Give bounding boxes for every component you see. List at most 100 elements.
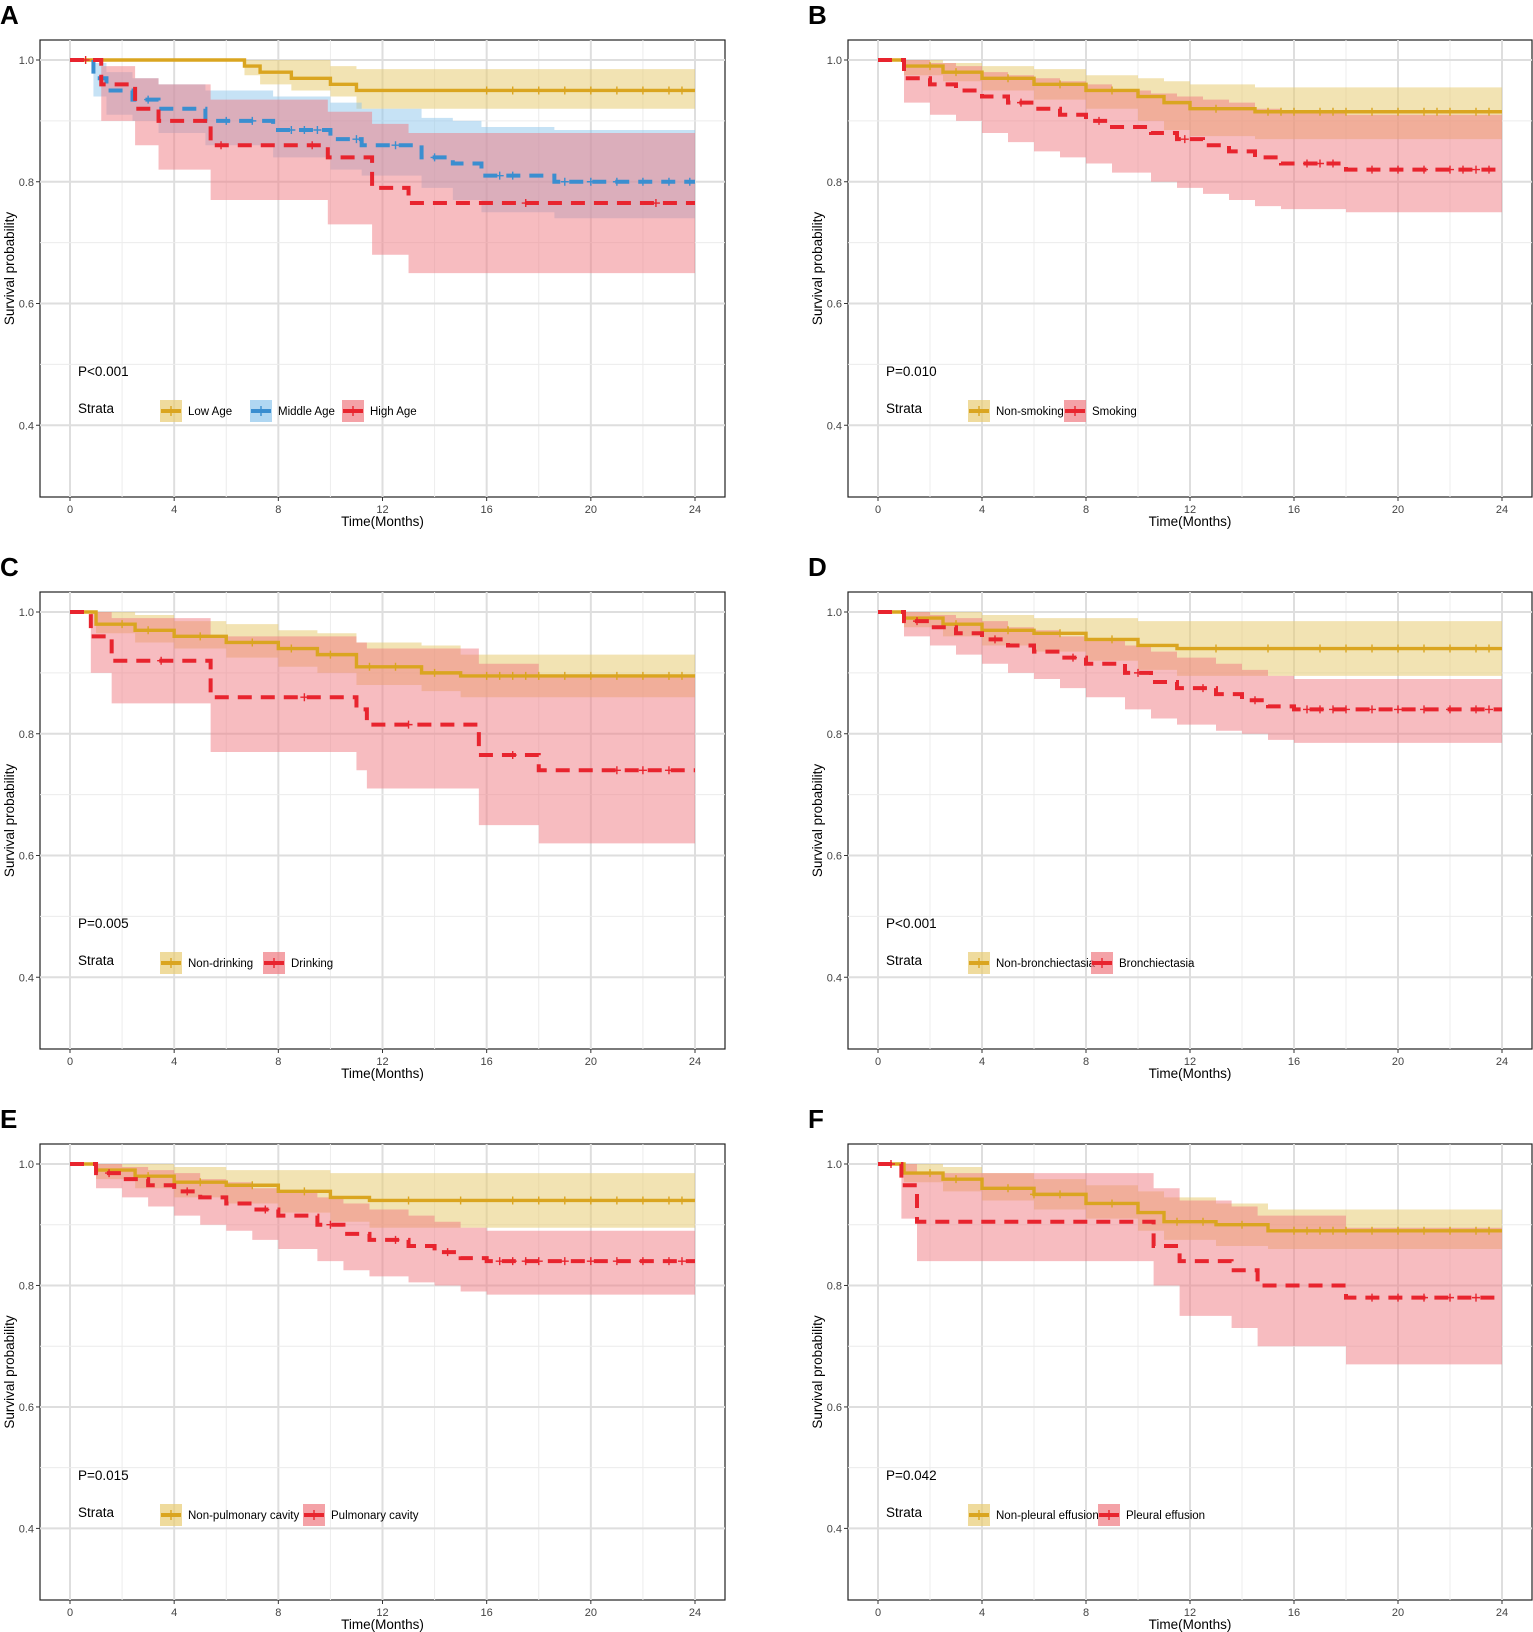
- x-tick-label: 4: [171, 504, 177, 516]
- censor-mark: [287, 644, 296, 653]
- censor-mark: [991, 635, 999, 644]
- x-tick-label: 16: [1288, 1607, 1300, 1619]
- censor-mark: [248, 116, 257, 125]
- km-curve-high-age: [70, 58, 695, 206]
- censor-mark: [1446, 107, 1454, 116]
- censor-mark: [1472, 644, 1480, 653]
- x-tick-label: 24: [1496, 504, 1508, 516]
- censor-mark: [612, 671, 621, 680]
- censor-mark: [1420, 644, 1428, 653]
- x-tick-label: 8: [1083, 504, 1089, 516]
- censor-mark: [664, 1196, 673, 1205]
- censor-mark: [638, 1257, 647, 1266]
- censor-mark: [612, 1257, 621, 1266]
- censor-mark: [1004, 74, 1012, 83]
- y-tick-label: 0.6: [827, 299, 842, 311]
- censor-mark: [952, 1175, 960, 1184]
- y-tick-label: 1.0: [827, 607, 842, 619]
- censor-mark: [1329, 1226, 1337, 1235]
- x-tick-label: 24: [1496, 1607, 1508, 1619]
- censor-mark: [508, 1257, 517, 1266]
- censor-mark: [1316, 644, 1324, 653]
- x-tick-label: 16: [481, 1607, 493, 1619]
- censor-mark: [404, 720, 413, 729]
- legend-title: Strata: [886, 401, 923, 416]
- panel-a: A 0 4 8 12 16 20 24 0.4 0.6 0.8 1.0 Time(Months) Surv…: [0, 0, 726, 529]
- censor-mark: [248, 638, 257, 647]
- censor-mark: [1290, 107, 1298, 116]
- x-tick-label: 12: [1184, 1056, 1196, 1068]
- censor-mark: [508, 86, 517, 95]
- censor-mark: [1342, 705, 1350, 714]
- x-tick-label: 8: [1083, 1607, 1089, 1619]
- censor-mark: [664, 177, 673, 186]
- p-value: P=0.005: [78, 916, 129, 931]
- y-axis-title: Survival probability: [810, 764, 825, 878]
- censor-mark: [300, 1187, 309, 1196]
- km-curve-pleural-effusion: [878, 1162, 1502, 1300]
- y-tick-label: 0.8: [827, 729, 842, 741]
- x-axis-title: Time(Months): [1149, 1066, 1232, 1081]
- y-tick-label: 0.8: [19, 1280, 34, 1292]
- censor-mark: [1180, 135, 1189, 144]
- censor-mark: [261, 1205, 270, 1214]
- p-value: P<0.001: [886, 916, 937, 931]
- panel-letter: D: [808, 552, 827, 582]
- censor-mark: [677, 1257, 686, 1266]
- censor-mark: [677, 1196, 686, 1205]
- censor-mark: [1394, 705, 1402, 714]
- censor-mark: [495, 1257, 504, 1266]
- ci-band-red: [70, 60, 695, 274]
- censor-mark: [638, 86, 647, 95]
- y-tick-label: 0.4: [19, 420, 34, 432]
- censor-mark: [1212, 644, 1220, 653]
- censor-mark: [913, 617, 921, 626]
- censor-mark: [1342, 107, 1350, 116]
- x-tick-label: 4: [171, 1056, 177, 1068]
- censor-mark: [677, 671, 686, 680]
- censor-mark: [586, 1196, 595, 1205]
- panel-letter: F: [808, 1104, 824, 1134]
- legend-label: Pulmonary cavity: [331, 1510, 419, 1522]
- censor-mark: [1446, 1226, 1454, 1235]
- y-tick-label: 1.0: [827, 55, 842, 67]
- y-tick-label: 0.4: [19, 1523, 34, 1535]
- x-tick-label: 24: [689, 1607, 701, 1619]
- legend-label: High Age: [370, 406, 417, 418]
- km-curve-non-bronchiectasia: [878, 610, 1502, 651]
- censor-mark: [685, 177, 694, 186]
- censor-mark: [300, 126, 309, 135]
- censor-mark: [534, 1257, 543, 1266]
- censor-mark: [326, 1220, 335, 1229]
- censor-mark: [308, 141, 317, 150]
- km-curve-non-smoking: [878, 58, 1502, 114]
- censor-mark: [1368, 705, 1376, 714]
- y-tick-label: 1.0: [19, 1159, 34, 1171]
- x-axis-title: Time(Months): [341, 1066, 424, 1081]
- censor-mark: [144, 626, 153, 635]
- censor-mark: [508, 671, 517, 680]
- censor-mark: [391, 1235, 400, 1244]
- y-tick-label: 0.8: [19, 177, 34, 189]
- censor-mark: [1485, 165, 1493, 174]
- censor-mark: [391, 662, 400, 671]
- x-tick-label: 0: [875, 504, 881, 516]
- x-tick-label: 0: [67, 1607, 73, 1619]
- km-curve-non-drinking: [70, 610, 695, 678]
- censor-mark: [1368, 1226, 1376, 1235]
- censor-mark: [521, 671, 530, 680]
- censor-mark: [1394, 1293, 1402, 1302]
- censor-mark: [521, 199, 530, 208]
- censor-mark: [1303, 1226, 1311, 1235]
- censor-mark: [1316, 159, 1324, 168]
- legend-label: Non-pleural effusion: [996, 1510, 1099, 1522]
- censor-mark: [430, 153, 439, 162]
- x-tick-label: 12: [376, 1056, 388, 1068]
- panel-letter: B: [808, 0, 827, 30]
- censor-mark: [1394, 1226, 1402, 1235]
- y-tick-label: 0.8: [827, 177, 842, 189]
- censor-mark: [1030, 1190, 1038, 1199]
- censor-mark: [287, 126, 296, 135]
- censor-mark: [586, 1257, 595, 1266]
- km-curve-non-pulmonary-cavity: [70, 1162, 695, 1203]
